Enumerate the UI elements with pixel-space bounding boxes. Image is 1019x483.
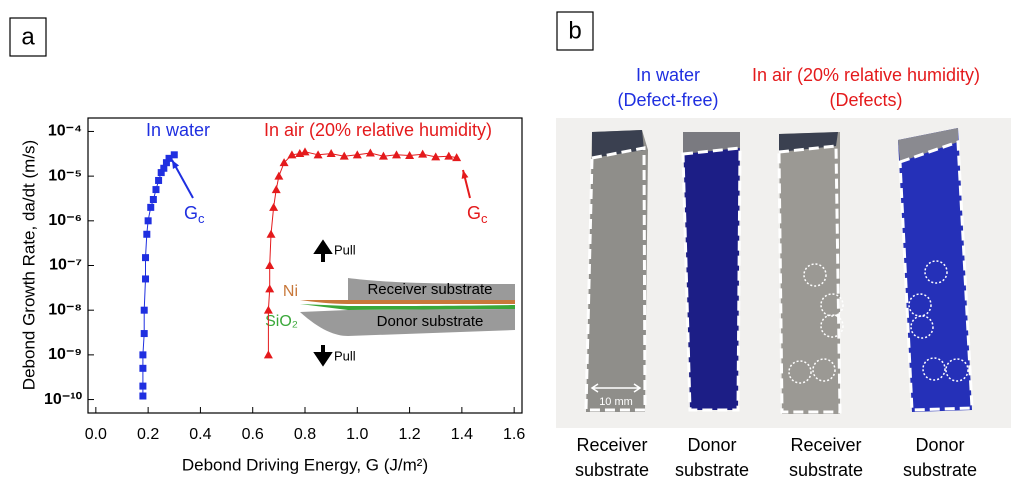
series-label: In air (20% relative humidity): [264, 120, 492, 140]
photo-caption: substrate: [903, 460, 977, 480]
marker: [271, 185, 281, 194]
marker: [149, 195, 157, 203]
marker: [444, 151, 454, 160]
x-tick-label: 0.8: [294, 426, 316, 443]
photo-caption: Donor: [915, 435, 964, 455]
marker: [452, 153, 462, 162]
x-tick-label: 1.2: [398, 426, 420, 443]
marker: [140, 306, 148, 314]
marker: [300, 147, 310, 156]
x-tick-label: 0.0: [85, 426, 107, 443]
marker: [266, 229, 276, 238]
photo-caption: Receiver: [576, 435, 647, 455]
marker: [313, 150, 323, 159]
photo-caption: substrate: [675, 460, 749, 480]
inset-label: Ni: [283, 283, 298, 300]
marker: [418, 149, 428, 158]
x-tick-label: 1.4: [451, 426, 473, 443]
annotation-text: G: [184, 203, 198, 223]
panel-b: b In water (Defect-free) In air (20% rel…: [556, 11, 1011, 428]
panel-label: b: [568, 17, 581, 44]
marker: [263, 305, 273, 314]
arrow-head: [461, 170, 469, 179]
panel-label: a: [21, 23, 35, 50]
annotation-text: G: [467, 203, 481, 223]
panel-label-box: [9, 17, 47, 57]
marker: [265, 284, 275, 293]
photo-title: In air (20% relative humidity): [752, 65, 980, 85]
photo-title: (Defects): [829, 90, 902, 110]
marker: [279, 158, 289, 167]
x-axis-title: Debond Driving Energy, G (J/m²): [182, 455, 428, 474]
photo-caption: Receiver: [790, 435, 861, 455]
series-label: In water: [146, 120, 210, 140]
arrow-head: [172, 160, 180, 169]
x-tick-label: 0.4: [189, 426, 211, 443]
photo-title: In water: [636, 65, 700, 85]
photo-caption: substrate: [575, 460, 649, 480]
inset-label: Pull: [334, 242, 356, 257]
marker: [405, 150, 415, 159]
marker: [287, 150, 297, 159]
marker: [157, 169, 165, 177]
marker: [139, 382, 147, 390]
inset-label: SiO₂: [265, 313, 298, 330]
y-tick-label: 10⁻⁸: [48, 301, 82, 318]
annotation: Gc: [184, 203, 205, 227]
marker: [152, 186, 160, 194]
marker: [139, 364, 147, 372]
y-tick-label: 10⁻¹⁰: [44, 391, 83, 408]
x-tick-label: 0.6: [242, 426, 264, 443]
y-tick-label: 10⁻⁹: [48, 346, 82, 363]
marker: [274, 171, 284, 180]
marker: [263, 350, 273, 359]
photo-title: (Defect-free): [617, 90, 718, 110]
y-tick-label: 10⁻⁶: [48, 212, 82, 229]
photo-caption: substrate: [789, 460, 863, 480]
x-tick-label: 1.0: [346, 426, 368, 443]
marker: [378, 151, 388, 160]
y-tick-label: 10⁻⁴: [48, 123, 82, 140]
marker: [162, 159, 170, 167]
marker: [147, 203, 155, 211]
marker: [326, 149, 336, 158]
marker: [144, 217, 152, 225]
marker: [269, 202, 279, 211]
marker: [365, 148, 375, 157]
y-tick-label: 10⁻⁷: [49, 257, 82, 274]
photo-caption: Donor: [687, 435, 736, 455]
marker: [155, 176, 163, 184]
annotation-sub: c: [198, 211, 205, 226]
marker: [139, 351, 147, 359]
marker: [352, 150, 362, 159]
marker: [139, 392, 147, 400]
y-tick-label: 10⁻⁵: [48, 167, 82, 184]
y-axis-title: Debond Growth Rate, da/dt (m/s): [19, 140, 38, 390]
marker: [265, 261, 275, 269]
marker: [392, 150, 402, 159]
plot-frame: [87, 117, 523, 414]
x-tick-label: 0.2: [137, 426, 159, 443]
marker: [170, 151, 178, 159]
inset-label: Receiver substrate: [367, 281, 492, 298]
inset: Pull Pull Ni SiO₂ Receiver substrate Don…: [265, 239, 515, 367]
scale-label: 10 mm: [599, 396, 633, 408]
marker: [142, 254, 150, 262]
marker: [160, 164, 168, 172]
inset-label: Pull: [334, 348, 356, 363]
marker: [143, 230, 151, 238]
marker: [140, 330, 148, 338]
marker: [165, 154, 173, 162]
marker: [431, 152, 441, 161]
x-tick-label: 1.6: [503, 426, 525, 443]
annotation: Gc: [467, 203, 488, 227]
inset-label: Donor substrate: [377, 313, 484, 330]
marker: [142, 275, 150, 283]
annotation-sub: c: [481, 211, 488, 226]
marker: [339, 151, 349, 160]
